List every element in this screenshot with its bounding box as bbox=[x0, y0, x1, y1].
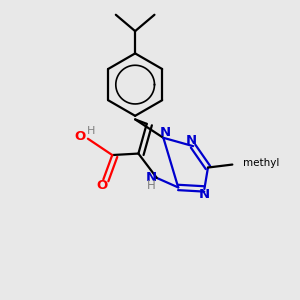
Text: O: O bbox=[75, 130, 86, 143]
Text: N: N bbox=[146, 171, 157, 184]
Text: methyl: methyl bbox=[243, 158, 279, 168]
Text: N: N bbox=[159, 126, 170, 139]
Text: N: N bbox=[199, 188, 210, 201]
Text: N: N bbox=[186, 134, 197, 147]
Text: H: H bbox=[147, 179, 156, 192]
Text: O: O bbox=[96, 179, 107, 193]
Text: H: H bbox=[87, 126, 95, 136]
